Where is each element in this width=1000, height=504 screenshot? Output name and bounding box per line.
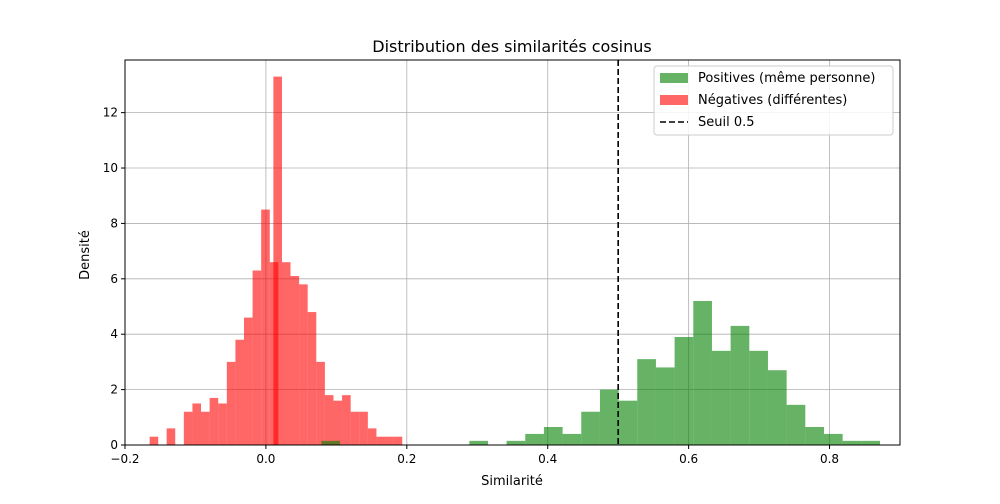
histogram-bar [655, 367, 675, 445]
x-tick-label: 0.0 [256, 452, 275, 466]
histogram-bar [786, 404, 806, 445]
x-axis-label: Similarité [481, 474, 543, 489]
histogram-bar [730, 325, 750, 445]
histogram-bar [273, 76, 282, 445]
histogram-bar [359, 411, 368, 445]
histogram-bar [192, 403, 202, 445]
histogram-bar [674, 336, 694, 445]
histogram-bar [183, 411, 193, 445]
histogram-bar [307, 312, 317, 445]
histogram-bar [823, 433, 843, 445]
histogram-bar [385, 436, 394, 445]
histogram-bar [235, 339, 244, 445]
histogram-bar [290, 276, 300, 445]
histogram-bar [562, 433, 582, 445]
legend-label: Négatives (différentes) [698, 93, 847, 108]
histogram-bar [637, 359, 656, 445]
histogram-bar [367, 428, 377, 445]
x-tick-label: 0.4 [538, 452, 557, 466]
y-tick-label: 6 [110, 272, 118, 286]
histogram-bar [281, 262, 291, 445]
histogram-bar [321, 440, 341, 445]
y-tick-label: 10 [103, 161, 118, 175]
y-tick-label: 0 [110, 438, 118, 452]
histogram-bar [299, 284, 308, 445]
y-tick-label: 8 [110, 216, 118, 230]
legend-swatch [660, 95, 688, 105]
x-tick-label: 0.6 [679, 452, 698, 466]
histogram-bar [861, 440, 880, 445]
legend-label: Positives (même personne) [698, 71, 875, 86]
x-tick-label: 0.2 [397, 452, 416, 466]
histogram-bars [149, 76, 880, 445]
axes: −0.2 0.0 0.2 0.4 0.6 0.8 0 2 4 6 8 10 12 [103, 59, 901, 466]
histogram-bar [149, 436, 159, 445]
histogram-bar [376, 436, 386, 445]
histogram-bar [324, 395, 334, 445]
histogram-bar [218, 403, 227, 445]
axes-frame [124, 59, 901, 446]
histogram-bar [201, 411, 210, 445]
histogram-bar [469, 440, 489, 445]
histogram-bar [599, 389, 619, 445]
histogram-bar [581, 411, 600, 445]
histogram-bar [333, 400, 343, 445]
histogram-bar [393, 436, 403, 445]
y-tick-label: 2 [110, 383, 118, 397]
legend-label: Seuil 0.5 [698, 115, 755, 130]
histogram-bar [543, 426, 563, 445]
histogram-bar [261, 209, 270, 445]
histogram-bar [316, 361, 325, 445]
histogram-bar [350, 411, 360, 445]
histogram-bar [805, 426, 824, 445]
histogram-bar [749, 350, 768, 445]
histogram-bar [226, 361, 236, 445]
histogram-bar [252, 270, 262, 445]
y-tick-label: 12 [103, 106, 118, 120]
x-tick-label: −0.2 [110, 452, 139, 466]
histogram-bar [342, 395, 351, 445]
y-tick-label: 4 [110, 327, 118, 341]
histogram-bar [525, 433, 544, 445]
histogram-bar [711, 350, 731, 445]
legend-swatch [660, 73, 688, 83]
histogram-bar [618, 400, 638, 445]
x-tick-label: 0.8 [820, 452, 839, 466]
legend: Positives (même personne) Négatives (diff… [653, 65, 894, 136]
histogram-bar [243, 317, 253, 445]
chart-title: Distribution des similarités cosinus [372, 37, 651, 56]
y-axis-label: Densité [78, 230, 93, 280]
histogram-bar [506, 440, 526, 445]
histogram-bar [209, 397, 219, 445]
histogram-bar [842, 440, 862, 445]
legend-box [653, 65, 894, 136]
histogram-bar [693, 300, 712, 445]
histogram-bar [767, 370, 787, 445]
histogram-bar [166, 428, 176, 445]
